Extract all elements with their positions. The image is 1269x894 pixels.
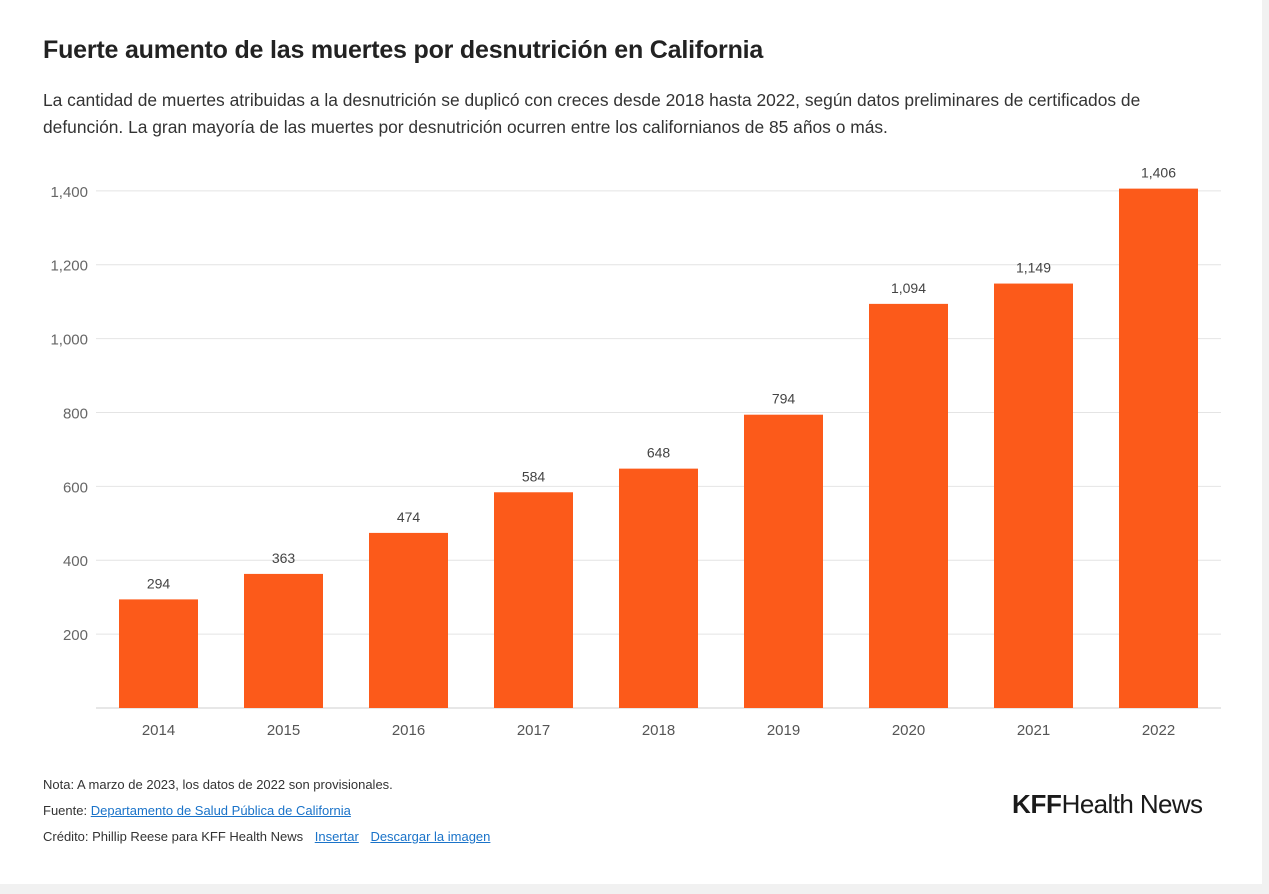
x-tick-label: 2016 [392, 722, 425, 739]
y-tick-label: 1,200 [50, 258, 88, 275]
y-tick-label: 400 [63, 553, 88, 570]
note-text: Nota: A marzo de 2023, los datos de 2022… [43, 777, 393, 792]
data-label: 363 [272, 550, 296, 566]
x-tick-label: 2018 [642, 722, 675, 739]
x-tick-label: 2022 [1142, 722, 1175, 739]
logo-health-news: Health News [1061, 789, 1203, 819]
page-edge-right [1262, 0, 1269, 894]
x-tick-label: 2020 [892, 722, 925, 739]
y-tick-label: 800 [63, 405, 88, 422]
x-tick-label: 2017 [517, 722, 550, 739]
embed-link[interactable]: Insertar [314, 829, 359, 844]
kff-health-news-logo: KFFHealth News [1012, 789, 1203, 820]
y-tick-label: 1,400 [50, 184, 88, 201]
bar-2020 [869, 303, 948, 708]
page-edge-bottom [0, 884, 1269, 894]
y-tick-label: 600 [63, 479, 88, 496]
credit-text: Crédito: Phillip Reese para KFF Health N… [43, 829, 304, 844]
bar-2022 [1119, 188, 1198, 708]
chart-subtitle: La cantidad de muertes atribuidas a la d… [43, 90, 1141, 137]
data-label: 584 [522, 468, 546, 484]
data-label: 1,149 [1016, 260, 1051, 276]
x-tick-label: 2019 [767, 722, 800, 739]
bar-2017 [494, 492, 573, 708]
x-tick-label: 2014 [142, 722, 175, 739]
download-image-link[interactable]: Descargar la imagen [370, 829, 491, 844]
source-line: Fuente: Departamento de Salud Pública de… [43, 798, 490, 824]
x-tick-label: 2015 [267, 722, 300, 739]
chart-notes: Nota: A marzo de 2023, los datos de 2022… [43, 772, 490, 850]
y-tick-label: 1,000 [50, 332, 88, 349]
x-tick-label: 2021 [1017, 722, 1050, 739]
data-label: 648 [647, 445, 671, 461]
bar-2016 [369, 532, 448, 708]
data-label: 794 [772, 391, 796, 407]
source-label: Fuente: [43, 803, 88, 818]
bar-2015 [244, 573, 323, 708]
data-label: 1,094 [891, 280, 926, 296]
data-label: 474 [397, 509, 421, 525]
bar-2021 [994, 283, 1073, 708]
bar-chart: 200 400 600 800 1,000 1,200 1,400 294 2014 363 201… [50, 165, 1221, 739]
source-link[interactable]: Departamento de Salud Pública de Califor… [90, 803, 351, 818]
y-tick-label: 200 [63, 627, 88, 644]
bar-2019 [744, 414, 823, 708]
chart-title: Fuerte aumento de las muertes por desnut… [43, 36, 764, 64]
logo-kff: KFF [1012, 789, 1062, 819]
data-label: 294 [147, 575, 171, 591]
data-label: 1,406 [1141, 165, 1176, 181]
bar-2018 [619, 468, 698, 708]
bar-2014 [119, 599, 198, 708]
credit-line: Crédito: Phillip Reese para KFF Health N… [43, 824, 490, 850]
